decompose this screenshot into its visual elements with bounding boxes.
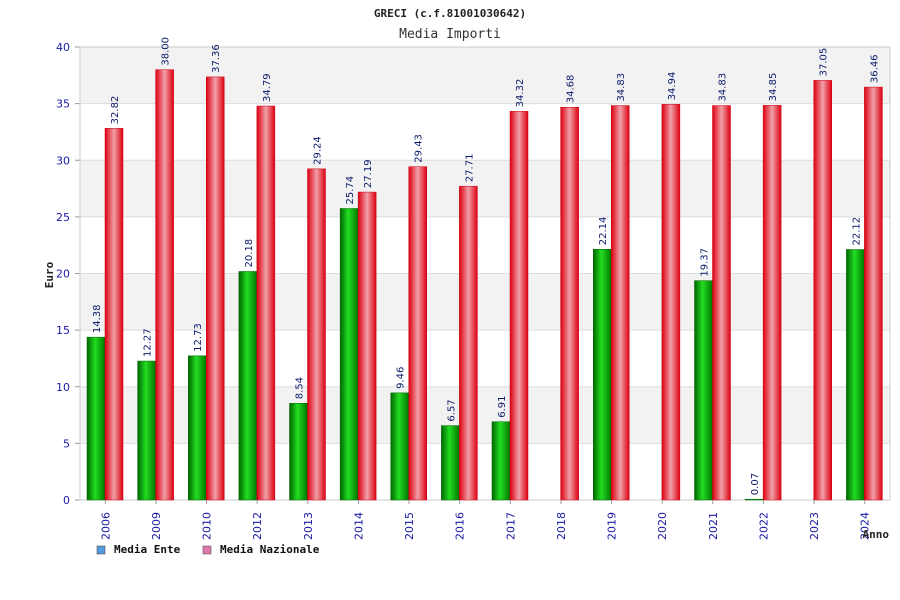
x-tick-label-2015: 2015 <box>403 512 416 540</box>
legend: Media Ente Media Nazionale <box>96 543 320 556</box>
data-label-media-ente-2016: 6.57 <box>446 399 457 421</box>
bar-media-nazionale-2019 <box>611 105 630 501</box>
bar-media-ente-2024 <box>846 249 865 501</box>
x-tick-label-2021: 2021 <box>707 512 720 540</box>
chart-title: GRECI (c.f.81001030642) <box>374 7 526 20</box>
plot-frame <box>79 46 891 501</box>
data-label-media-ente-2022: 0.07 <box>750 473 761 495</box>
x-tick-label-2022: 2022 <box>757 512 770 540</box>
bar-media-ente-2019 <box>593 249 612 501</box>
bar-media-ente-2016 <box>441 425 460 501</box>
y-tick-label: 0 <box>63 494 70 507</box>
bar-media-nazionale-2009 <box>155 69 174 501</box>
x-tick-label-2006: 2006 <box>99 512 112 540</box>
data-label-media-nazionale-2024: 36.46 <box>869 54 880 83</box>
bar-media-nazionale-2024 <box>864 86 883 501</box>
y-tick-label: 10 <box>56 381 70 394</box>
data-label-media-ente-2024: 22.12 <box>851 217 862 246</box>
x-tick-label-2012: 2012 <box>251 512 264 540</box>
data-label-media-ente-2021: 19.37 <box>700 248 711 277</box>
data-label-media-nazionale-2016: 27.71 <box>464 154 475 183</box>
bar-media-nazionale-2006 <box>104 128 124 501</box>
data-label-media-ente-2009: 12.27 <box>143 328 154 357</box>
bar-media-nazionale-2015 <box>408 166 427 501</box>
legend-label-media-nazionale: Media Nazionale <box>220 543 320 556</box>
data-labels: 14.38 32.82 12.27 38.00 12.73 37.36 20.18 34.79… <box>92 37 880 495</box>
data-label-media-nazionale-2017: 34.32 <box>515 79 526 108</box>
data-label-media-ente-2019: 22.14 <box>598 217 609 246</box>
data-label-media-nazionale-2013: 29.24 <box>313 136 324 165</box>
bar-media-nazionale-2016 <box>459 185 478 501</box>
data-label-media-nazionale-2006: 32.82 <box>110 96 121 125</box>
bar-media-ente-2009 <box>137 360 156 501</box>
data-label-media-nazionale-2015: 29.43 <box>414 134 425 163</box>
bar-media-ente-2015 <box>390 392 409 501</box>
data-label-media-ente-2010: 12.73 <box>193 323 204 352</box>
bar-media-ente-2017 <box>491 421 511 501</box>
bar-media-nazionale-2014 <box>357 191 377 501</box>
legend-swatch-media-ente <box>96 545 106 555</box>
x-tick-label-2020: 2020 <box>656 512 669 540</box>
bar-media-nazionale-2020 <box>661 104 681 501</box>
data-label-media-ente-2006: 14.38 <box>92 305 103 334</box>
y-tick-label: 25 <box>56 211 70 224</box>
data-label-media-nazionale-2023: 37.05 <box>819 48 830 77</box>
data-label-media-nazionale-2009: 38.00 <box>161 37 172 66</box>
chart-subtitle: Media Importi <box>399 27 501 42</box>
data-label-media-ente-2015: 9.46 <box>396 367 407 389</box>
bar-media-nazionale-2022 <box>762 105 782 501</box>
legend-label-media-ente: Media Ente <box>114 543 181 556</box>
bar-media-ente-2010 <box>188 355 207 501</box>
bar-media-nazionale-2017 <box>509 111 529 501</box>
bar-media-nazionale-2018 <box>560 106 579 501</box>
x-axis-label: Anno <box>863 528 890 541</box>
bar-media-nazionale-2012 <box>256 105 276 501</box>
bar-media-ente-2012 <box>238 271 258 501</box>
y-tick-label: 15 <box>56 324 70 337</box>
y-tick-label: 30 <box>56 154 70 167</box>
x-tick-label-2010: 2010 <box>201 512 214 540</box>
bar-media-ente-2021 <box>694 280 713 501</box>
x-tick-label-2019: 2019 <box>606 512 619 540</box>
data-label-media-ente-2017: 6.91 <box>497 395 508 417</box>
y-tick-label: 20 <box>56 268 70 281</box>
bars <box>86 69 883 501</box>
x-tick-label-2024: 2024 <box>859 512 872 540</box>
data-label-media-nazionale-2012: 34.79 <box>262 73 273 102</box>
data-label-media-nazionale-2014: 27.19 <box>363 159 374 188</box>
bar-media-nazionale-2023 <box>813 80 832 501</box>
y-tick-label: 5 <box>63 437 70 450</box>
y-tick-label: 35 <box>56 98 70 111</box>
x-tick-label-2009: 2009 <box>150 512 163 540</box>
bar-media-nazionale-2021 <box>712 105 731 501</box>
x-tick-label-2017: 2017 <box>504 512 517 540</box>
bar-media-ente-2022 <box>744 498 764 501</box>
x-tick-label-2016: 2016 <box>454 512 467 540</box>
data-label-media-nazionale-2022: 34.85 <box>768 73 779 102</box>
y-axis-ticks: 0 5 10 15 20 25 30 35 40 <box>56 41 70 507</box>
bar-media-ente-2006 <box>86 336 106 501</box>
y-tick-label: 40 <box>56 41 70 54</box>
y-axis-label: Euro <box>43 261 56 288</box>
x-tick-label-2013: 2013 <box>302 512 315 540</box>
data-label-media-nazionale-2018: 34.68 <box>566 75 577 104</box>
data-label-media-ente-2013: 8.54 <box>295 377 306 399</box>
legend-swatch-media-nazionale <box>202 545 212 555</box>
x-axis-ticks: 2006 2009 2010 2012 2013 2014 2015 2016 2017 2018… <box>99 500 872 540</box>
bar-media-nazionale-2013 <box>307 168 326 501</box>
data-label-media-nazionale-2020: 34.94 <box>667 72 678 101</box>
x-tick-label-2023: 2023 <box>808 512 821 540</box>
data-label-media-nazionale-2010: 37.36 <box>211 44 222 73</box>
bar-media-nazionale-2010 <box>206 76 225 501</box>
data-label-media-nazionale-2019: 34.83 <box>616 73 627 102</box>
bar-media-ente-2014 <box>339 208 359 501</box>
bar-media-ente-2013 <box>289 403 308 501</box>
x-tick-label-2014: 2014 <box>352 512 365 540</box>
data-label-media-ente-2014: 25.74 <box>345 176 356 205</box>
x-tick-label-2018: 2018 <box>555 512 568 540</box>
data-label-media-nazionale-2021: 34.83 <box>718 73 729 102</box>
data-label-media-ente-2012: 20.18 <box>244 239 255 268</box>
